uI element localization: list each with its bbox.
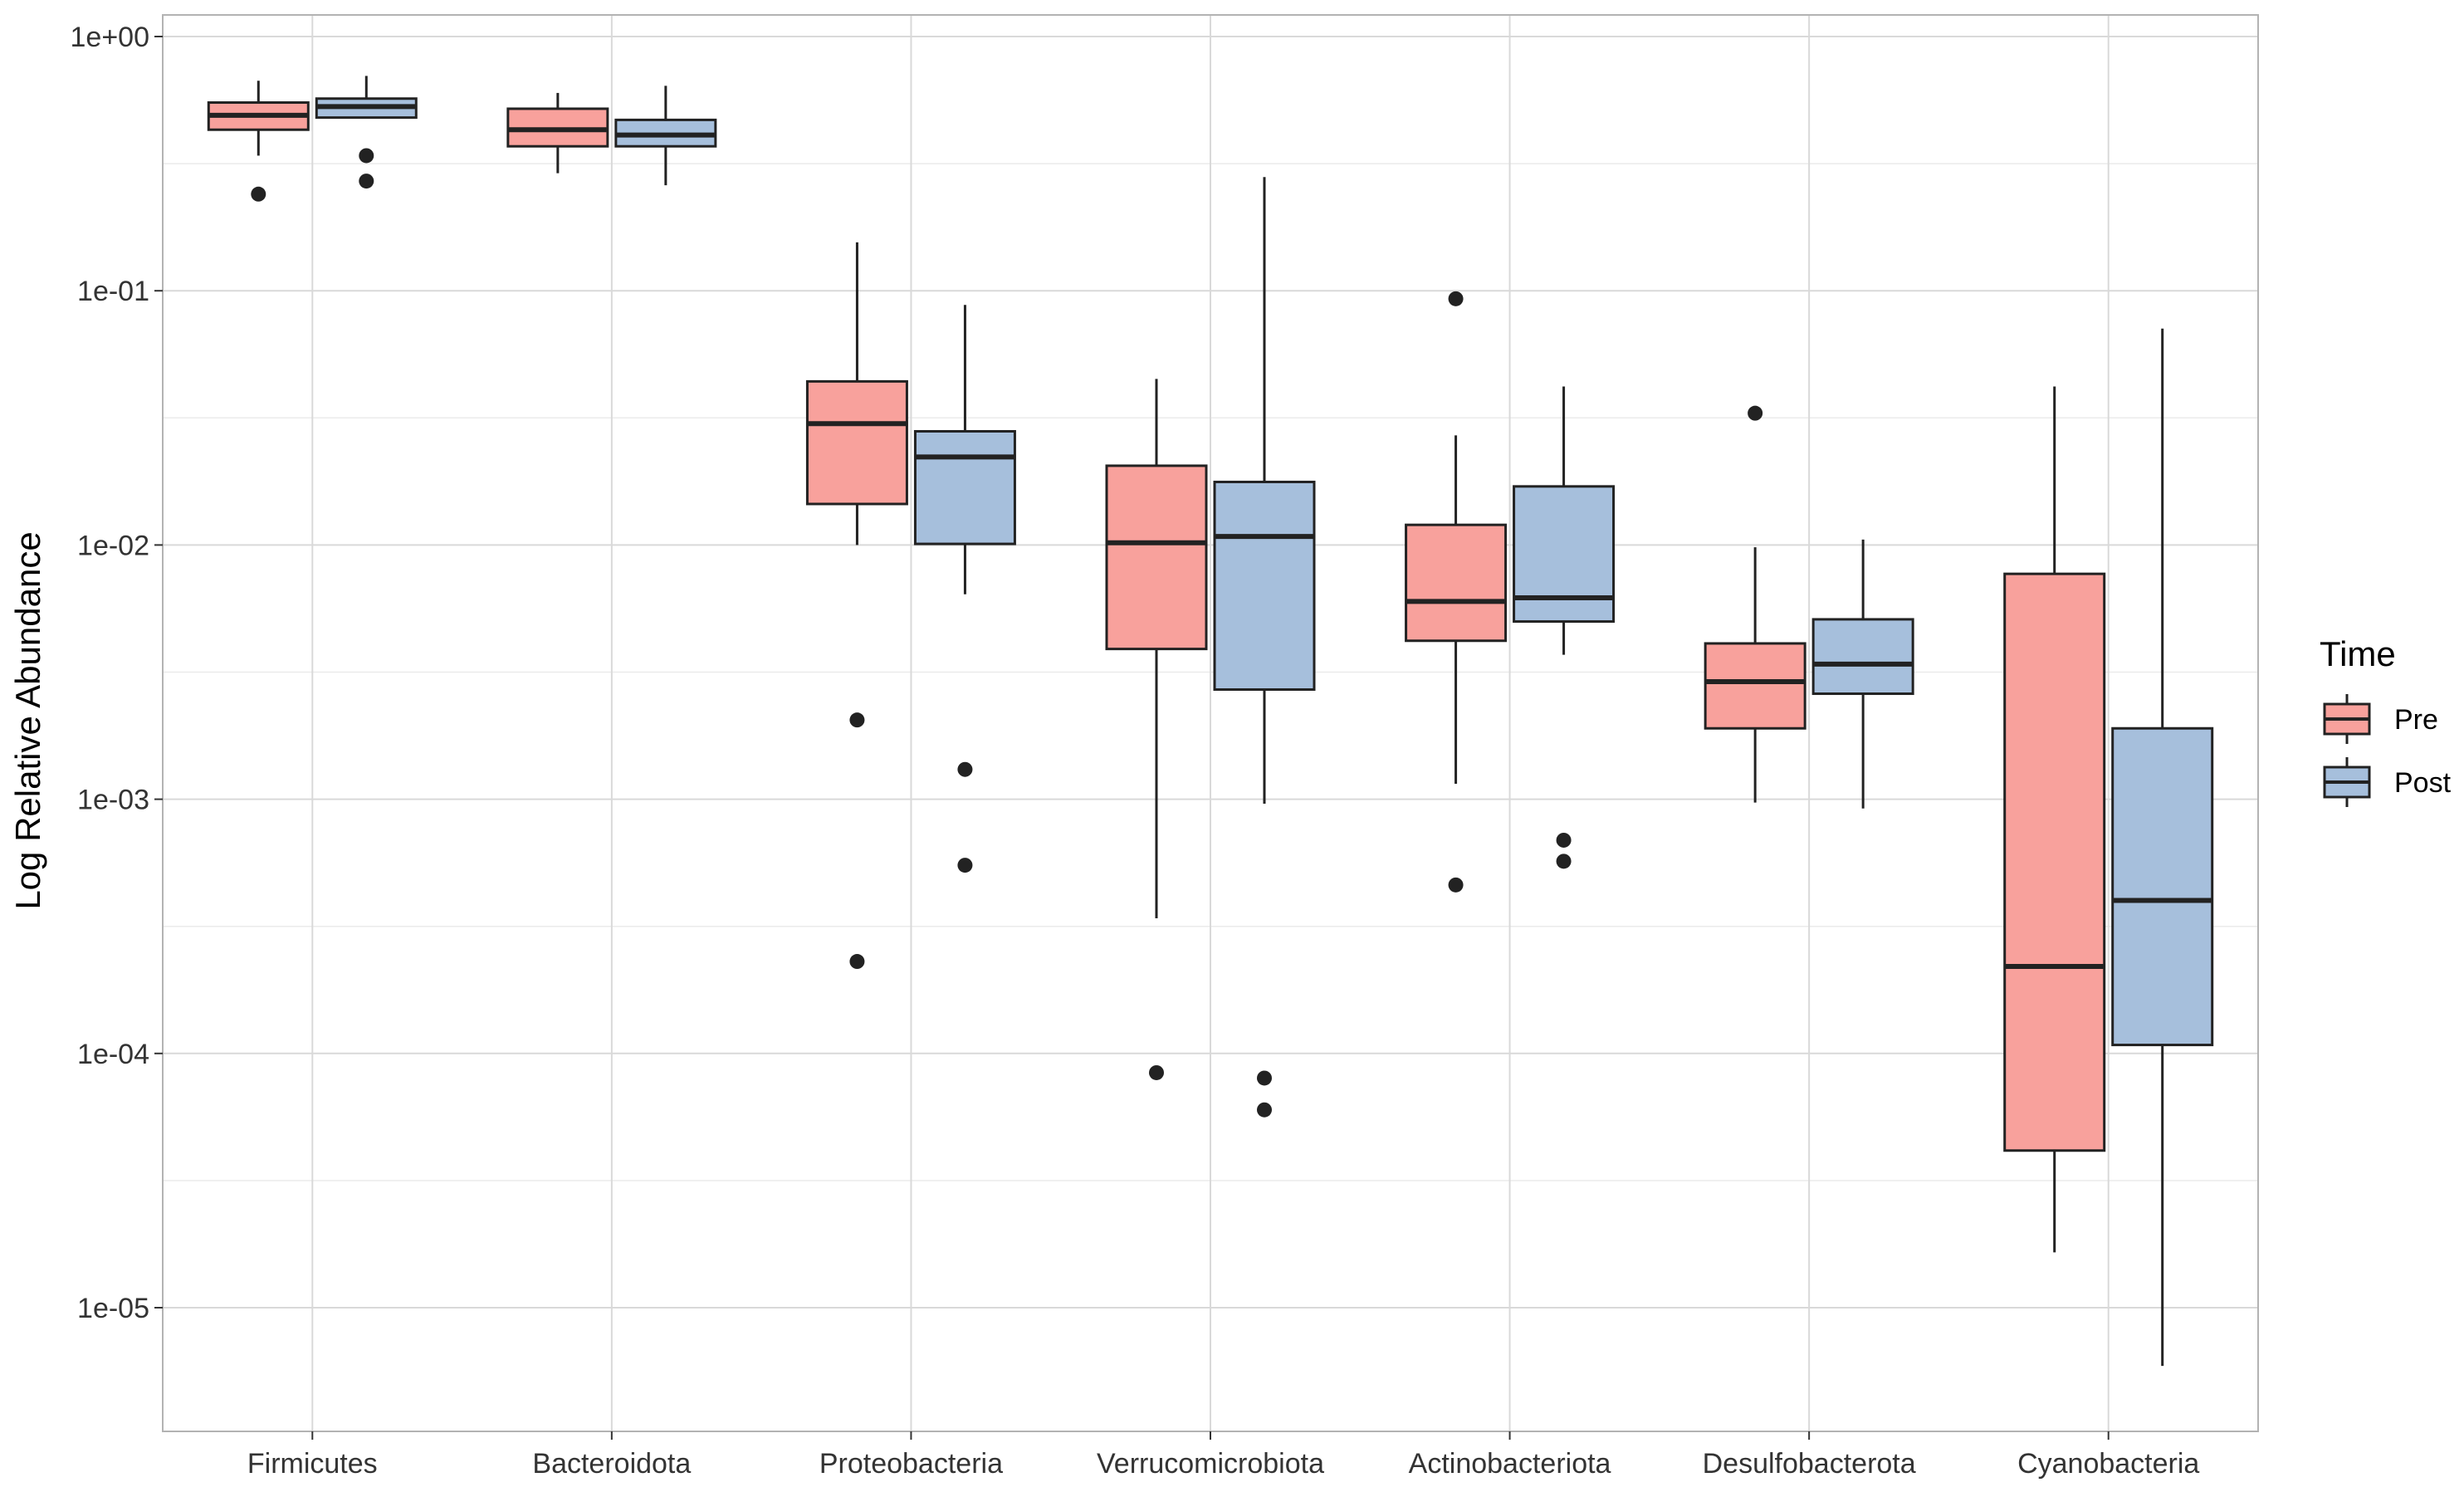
legend-label-pre: Pre [2394, 704, 2438, 736]
legend-title: Time [2320, 634, 2396, 673]
x-tick-label: Verrucomicrobiota [1097, 1448, 1324, 1480]
y-tick-label: 1e-01 [77, 276, 149, 307]
y-tick-label: 1e-05 [77, 1293, 149, 1324]
box-iqr [2111, 726, 2214, 1047]
y-tick-label: 1e-02 [77, 530, 149, 561]
x-tick-label: Firmicutes [247, 1448, 378, 1480]
outlier-point [957, 858, 973, 873]
y-tick-label: 1e+00 [71, 22, 150, 53]
outlier-point [251, 186, 266, 202]
legend: Time Pre Post [2320, 634, 2452, 807]
box-iqr [1105, 464, 1208, 651]
outlier-point [1448, 877, 1464, 893]
x-tick-label: Bacteroidota [532, 1448, 691, 1480]
box-post-cyanobacteria [2111, 328, 2214, 1367]
box-pre-cyanobacteria [2003, 386, 2106, 1253]
box-pre-desulfobacterota [1704, 405, 1806, 803]
grid-lines [163, 15, 2258, 1431]
box-iqr [805, 379, 908, 506]
box-pre-proteobacteria [805, 242, 908, 970]
box-post-actinobacteriota [1513, 386, 1616, 869]
box-iqr [1704, 642, 1806, 730]
box-iqr [1811, 618, 1914, 696]
legend-entries: Pre Post [2323, 694, 2452, 807]
box-iqr [2003, 572, 2106, 1152]
box-post-firmicutes [315, 76, 418, 189]
x-tick-label: Actinobacteriota [1409, 1448, 1611, 1480]
box-iqr [1513, 485, 1616, 624]
outlier-point [849, 712, 865, 728]
x-tick-label: Cyanobacteria [2017, 1448, 2199, 1480]
outlier-point [1257, 1070, 1272, 1086]
outlier-point [957, 761, 973, 777]
box-pre-firmicutes [207, 81, 310, 202]
legend-label-post: Post [2394, 767, 2452, 799]
box-pre-actinobacteriota [1405, 291, 1508, 893]
y-tick-label: 1e-03 [77, 785, 149, 816]
box-pre-verrucomicrobiota [1105, 379, 1208, 1080]
box-pre-bacteroidota [506, 92, 609, 174]
box-iqr [1405, 523, 1508, 643]
box-series [207, 76, 2214, 1367]
outlier-point [359, 148, 374, 164]
box-iqr [913, 429, 1016, 545]
box-iqr [1213, 480, 1316, 692]
legend-entry-post: Post [2323, 757, 2452, 807]
outlier-point [1748, 405, 1763, 421]
x-axis-ticks: Firmicutes Bacteroidota Proteobacteria Verr… [247, 1431, 2199, 1480]
outlier-point [1257, 1102, 1272, 1118]
y-tick-label: 1e-04 [77, 1039, 149, 1070]
outlier-point [1448, 291, 1464, 306]
outlier-point [1556, 832, 1572, 848]
x-tick-label: Proteobacteria [819, 1448, 1003, 1480]
box-post-desulfobacterota [1811, 539, 1914, 809]
box-post-bacteroidota [614, 86, 717, 186]
outlier-point [359, 174, 374, 189]
box-post-verrucomicrobiota [1213, 177, 1316, 1118]
x-tick-label: Desulfobacterota [1703, 1448, 1916, 1480]
box-post-proteobacteria [913, 305, 1016, 873]
y-axis-label: Log Relative Abundance [8, 531, 47, 909]
outlier-point [849, 954, 865, 970]
y-axis-ticks: 1e+00 1e-01 1e-02 1e-03 1e-04 1e-05 [71, 22, 163, 1324]
legend-entry-pre: Pre [2323, 694, 2438, 744]
outlier-point [1149, 1064, 1164, 1080]
outlier-point [1556, 854, 1572, 869]
